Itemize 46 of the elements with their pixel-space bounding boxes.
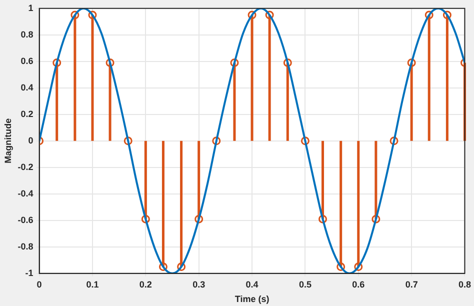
point xyxy=(177,262,186,272)
y-tick-label: -1 xyxy=(25,268,34,278)
point xyxy=(390,136,398,146)
x-tick-label: 0 xyxy=(36,279,42,290)
x-tick-label: 0.8 xyxy=(458,279,471,290)
y-tick-label: 0.8 xyxy=(20,29,34,40)
line-series xyxy=(39,8,465,274)
y-tick-label: -0.4 xyxy=(18,188,34,198)
point xyxy=(158,262,168,272)
y-tick-label: 0.4 xyxy=(20,82,34,92)
y-tick-label: 1 xyxy=(28,2,34,13)
point xyxy=(124,136,132,146)
y-axis-title: Magnitude xyxy=(2,118,13,164)
point xyxy=(52,58,62,67)
x-tick-label: 0.1 xyxy=(86,279,99,290)
y-tick-label: 0.6 xyxy=(20,56,34,66)
point xyxy=(407,58,416,67)
point xyxy=(106,58,114,67)
y-tick-label: -0.6 xyxy=(18,214,34,225)
point xyxy=(300,136,310,146)
point xyxy=(212,136,221,146)
x-tick-label: 0.7 xyxy=(405,279,418,290)
x-axis-title: Time (s) xyxy=(234,294,270,304)
point xyxy=(230,58,239,67)
x-tick-label: 0.5 xyxy=(298,279,312,290)
point xyxy=(88,10,97,20)
y-tick-label: 0.2 xyxy=(20,108,34,119)
point xyxy=(70,10,80,20)
y-tick-label: 0 xyxy=(28,135,34,146)
point xyxy=(141,214,150,224)
x-tick-label: 0.3 xyxy=(192,279,206,290)
point xyxy=(336,262,346,272)
point xyxy=(372,214,380,224)
x-tick-label: 0.2 xyxy=(139,279,152,290)
y-tick-label: -0.8 xyxy=(18,241,34,252)
point xyxy=(283,58,292,67)
point xyxy=(424,10,434,20)
point xyxy=(354,262,363,272)
x-tick-label: 0.6 xyxy=(352,279,365,290)
point xyxy=(248,10,256,20)
y-tick-label: -0.2 xyxy=(18,162,34,172)
x-tick-label: 0.4 xyxy=(246,279,258,290)
point xyxy=(442,10,452,20)
point xyxy=(265,10,274,20)
point xyxy=(318,214,328,224)
point xyxy=(194,214,204,224)
